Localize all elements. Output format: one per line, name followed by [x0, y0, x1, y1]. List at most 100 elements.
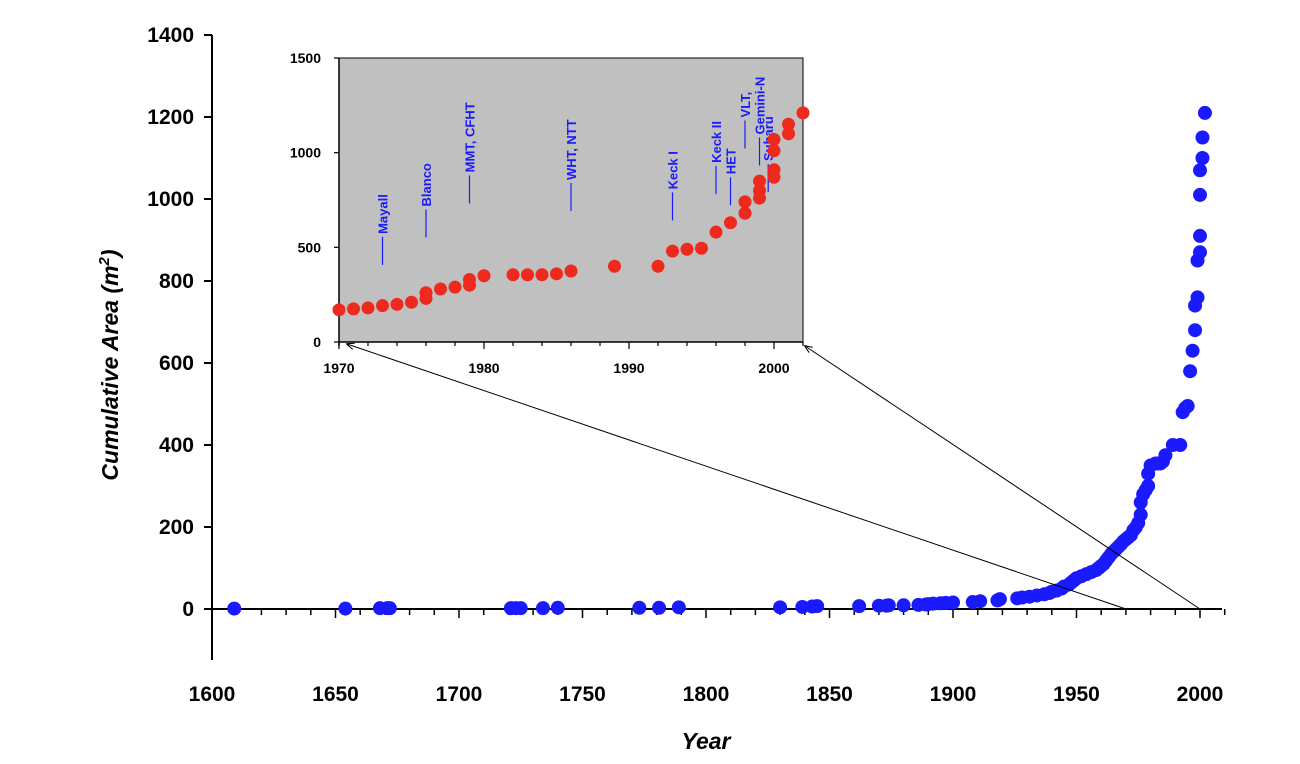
data-point	[1183, 364, 1198, 379]
y-tick-label: 800	[159, 270, 194, 293]
inset-data-point	[608, 259, 621, 273]
inset-chart: 0 500 1000 1500 1970 1980 1990 2000 Mayall Blanco…	[290, 50, 810, 376]
inset-data-point	[506, 268, 520, 282]
connector-arrow-1970	[347, 344, 1127, 610]
annotation-label: VLT,	[738, 92, 753, 118]
data-point	[852, 599, 867, 614]
inset-data-point	[390, 297, 404, 311]
inset-data-point	[477, 269, 491, 283]
inset-y-tick-label: 1000	[290, 145, 321, 161]
inset-data-point	[405, 295, 418, 309]
data-point	[1193, 228, 1207, 243]
inset-data-point	[376, 299, 389, 313]
inset-data-point	[666, 244, 679, 258]
inset-x-tick-label: 1970	[323, 360, 354, 376]
annotation-label: WHT, NTT	[564, 119, 579, 180]
connector-arrow-2002	[805, 346, 1201, 610]
data-point	[1193, 187, 1207, 202]
data-point	[1133, 507, 1148, 522]
data-point	[338, 601, 353, 616]
zoom-connectors	[347, 344, 1201, 610]
data-point	[535, 601, 550, 616]
annotation-label: Mayall	[376, 194, 391, 234]
x-axis-title: Year	[681, 728, 731, 754]
data-point	[382, 601, 397, 616]
inset-y-tick-label: 500	[298, 239, 322, 255]
data-point	[992, 592, 1007, 607]
x-tick-label: 1700	[436, 683, 483, 706]
data-point	[810, 599, 825, 614]
inset-data-point	[753, 184, 766, 198]
data-point	[550, 600, 565, 615]
annotation-label: MMT, CFHT	[463, 102, 478, 172]
data-point	[1195, 151, 1210, 165]
inset-data-point	[419, 286, 433, 300]
inset-data-point	[782, 127, 795, 141]
inset-data-point	[724, 216, 737, 230]
data-point	[1180, 399, 1195, 414]
inset-x-tick-label: 2000	[758, 360, 789, 376]
data-point	[1195, 130, 1210, 145]
data-point	[773, 600, 788, 615]
data-point	[671, 600, 686, 615]
data-point	[1188, 323, 1203, 338]
x-tick-label: 1650	[312, 683, 359, 706]
inset-data-point	[695, 241, 708, 255]
inset-data-point	[463, 273, 476, 287]
x-tick-label: 1600	[189, 683, 236, 706]
x-tick-label: 1850	[806, 683, 853, 706]
inset-data-point	[767, 132, 781, 146]
inset-data-point	[767, 144, 781, 158]
inset-data-point	[564, 264, 578, 278]
inset-data-point	[332, 303, 346, 317]
main-chart: 0 200 400 600 800 1000 1200 1400 1600 1650 1700 175…	[96, 24, 1226, 754]
inset-data-point	[651, 259, 665, 273]
inset-data-point	[535, 268, 549, 282]
inset-y-tick-label: 1500	[290, 50, 321, 66]
inset-data-point	[738, 195, 752, 209]
data-point	[1193, 163, 1207, 178]
data-point	[1197, 105, 1212, 120]
data-point	[946, 595, 960, 610]
x-tick-label: 1750	[559, 683, 606, 706]
inset-data-point	[434, 282, 447, 296]
inset-y-tick-label: 0	[313, 334, 321, 350]
data-point	[227, 601, 242, 616]
y-tick-label: 200	[159, 516, 194, 539]
inset-data-point	[782, 117, 795, 131]
inset-data-point	[347, 302, 360, 316]
inset-data-point	[796, 106, 810, 120]
inset-data-point	[738, 206, 752, 220]
data-point	[1141, 479, 1156, 493]
y-axis-title: Cumulative Area (m2)	[96, 249, 123, 480]
annotation-label: Gemini-N	[753, 77, 768, 135]
inset-data-point	[753, 174, 766, 188]
x-tick-label: 1800	[683, 683, 730, 706]
y-tick-label: 0	[182, 598, 194, 621]
inset-data-point	[448, 280, 462, 294]
x-tick-label: 1950	[1053, 683, 1100, 706]
inset-data-point	[361, 301, 375, 315]
inset-data-point	[709, 225, 723, 239]
inset-data-point	[550, 267, 563, 281]
inset-data-point	[767, 163, 781, 177]
x-tick-label: 1900	[930, 683, 977, 706]
data-point	[896, 598, 911, 613]
data-point	[652, 600, 667, 615]
data-point	[1185, 343, 1200, 358]
data-point	[1173, 438, 1188, 452]
x-tick-label: 2000	[1177, 683, 1224, 706]
inset-data-point	[521, 268, 534, 282]
inset-x-tick-label: 1980	[468, 360, 499, 376]
y-tick-label: 1200	[147, 106, 194, 129]
data-point	[795, 599, 810, 614]
data-point	[881, 598, 896, 613]
annotation-label: Keck I	[666, 151, 681, 189]
y-tick-label: 400	[159, 434, 194, 457]
annotation-label: HET	[724, 148, 739, 174]
annotation-label: Keck II	[709, 121, 724, 163]
y-tick-label: 1400	[147, 24, 194, 47]
data-point	[632, 600, 647, 615]
